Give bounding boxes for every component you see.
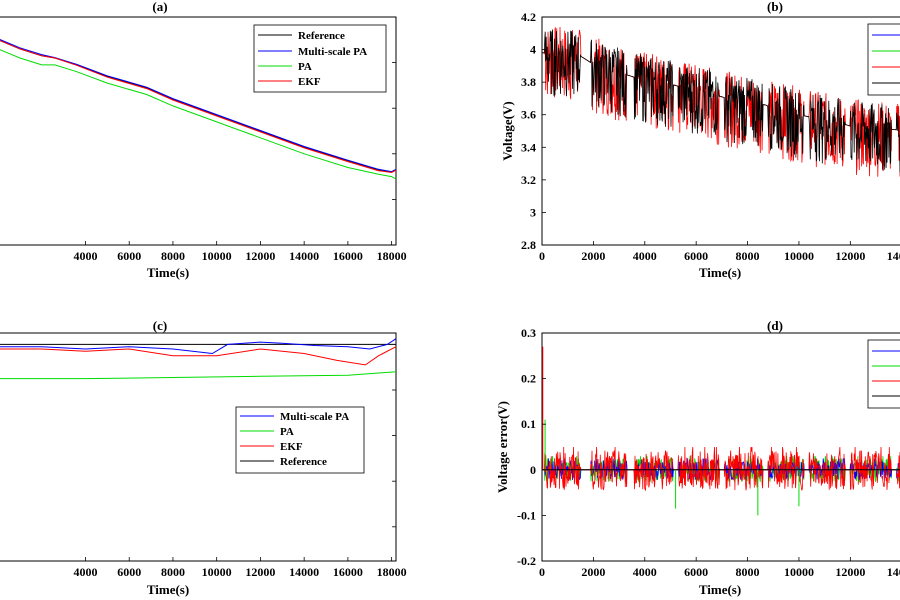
- panel-b-xtick-label: 0: [539, 249, 545, 263]
- panel-c-xtick-label: 6000: [117, 565, 141, 579]
- panel-a-legend-label-pa: PA: [298, 61, 312, 73]
- panel-c-legend-label-ekf: EKF: [280, 441, 303, 453]
- panel-d-xtick-label: 12000: [835, 565, 865, 579]
- panel-b: (b) 0 2000 4000 6000 8000 10000 12000 14000 2.8…: [500, 0, 900, 280]
- panel-b-xtick-label: 4000: [633, 249, 657, 263]
- panel-a-xtick-label: 16000: [333, 249, 363, 263]
- panel-c-xtick-label: 8000: [161, 565, 185, 579]
- panel-d-ytick-label: -0.2: [517, 554, 536, 568]
- panel-c-xtick-label: 12000: [245, 565, 275, 579]
- panel-d-xtick-label: 2000: [581, 565, 605, 579]
- panel-a-legend: Reference Multi-scale PA PA EKF: [253, 24, 387, 93]
- panel-d-axes-box: [541, 332, 900, 562]
- panel-a-series-multiscale: [0, 38, 397, 173]
- panel-b-ytick-label: 3: [530, 205, 536, 219]
- panel-a-legend-label-reference: Reference: [298, 30, 345, 42]
- panel-a-title: (a): [152, 0, 167, 14]
- panel-c-axes-box: [0, 332, 397, 562]
- panel-b-ytick-label: 3.6: [521, 108, 536, 122]
- panel-b-xtick-label: 6000: [684, 249, 708, 263]
- panel-b-legend: [867, 23, 900, 96]
- panel-b-title: (b): [767, 0, 783, 14]
- panel-c-series-pa: [0, 371, 397, 380]
- panel-a-xtick-label: 6000: [117, 249, 141, 263]
- panel-d-xtick-label: 14000: [887, 565, 900, 579]
- panel-a-xlabel: Time(s): [147, 265, 189, 280]
- panel-c-series-multiscale: [0, 338, 397, 355]
- panel-d-xtick-label: 4000: [633, 565, 657, 579]
- panel-c-legend: Multi-scale PA PA EKF Reference: [235, 406, 365, 474]
- panel-d-xtick-label: 0: [539, 565, 545, 579]
- panel-c-title: (c): [153, 318, 167, 333]
- panel-a-xtick-label: 4000: [73, 249, 97, 263]
- panel-b-ytick-label: 4.2: [521, 10, 536, 24]
- panel-b-ytick-label: 4: [530, 43, 536, 57]
- panel-d-xtick-label: 10000: [784, 565, 814, 579]
- panel-b-ytick-label: 3.8: [521, 75, 536, 89]
- panel-d-legend-box: [867, 339, 900, 409]
- panel-b-axes-box: [541, 16, 900, 246]
- panel-b-ytick-label: 3.2: [521, 173, 536, 187]
- panel-d-series-ekf: [542, 446, 900, 492]
- panel-d-xtick-label: 6000: [684, 565, 708, 579]
- panel-d-ytick-label: 0.2: [521, 372, 536, 386]
- panel-a: (a) 4000 6000 8000 10000 12000 14000 16000 1800…: [0, 0, 407, 280]
- panel-d-series-multiscale: [542, 458, 900, 481]
- panel-b-xtick-label: 8000: [736, 249, 760, 263]
- panel-d-legend: [867, 339, 900, 409]
- panel-b-ytick-label: 2.8: [521, 238, 536, 252]
- panel-a-legend-label-ekf: EKF: [298, 76, 321, 88]
- panel-c-xtick-label: 10000: [202, 565, 232, 579]
- panel-a-legend-label-multiscale: Multi-scale PA: [298, 46, 367, 58]
- panel-c-xlabel: Time(s): [147, 582, 189, 597]
- panel-c-series-ekf: [0, 346, 397, 366]
- panel-a-xtick-label: 12000: [245, 249, 275, 263]
- panel-a-xtick-label: 14000: [289, 249, 319, 263]
- panel-d-ytick-label: 0.3: [521, 326, 536, 340]
- panel-d-ytick-label: -0.1: [517, 508, 536, 522]
- panel-d: (d) 0 2000 4000 6000 8000 10000 12000 14000 -0.…: [495, 318, 900, 597]
- panel-d-ylabel: Voltage error(V): [495, 401, 510, 493]
- panel-b-xtick-label: 12000: [835, 249, 865, 263]
- panel-c-legend-label-pa: PA: [280, 426, 294, 438]
- panel-c: (c) 4000 6000 8000 10000 12000 14000 16000 1800…: [0, 318, 407, 597]
- panel-d-ytick-label: 0: [530, 463, 536, 477]
- panel-a-xtick-label: 18000: [377, 249, 407, 263]
- panel-a-axes-box: [0, 16, 397, 246]
- panel-c-legend-box: [235, 406, 365, 474]
- panel-d-title: (d): [767, 318, 783, 333]
- panel-c-xtick-label: 18000: [377, 565, 407, 579]
- panel-d-ytick-label: 0.1: [521, 417, 536, 431]
- panel-b-xtick-label: 2000: [581, 249, 605, 263]
- panel-a-series-pa: [0, 49, 397, 180]
- panel-d-xtick-label: 8000: [736, 565, 760, 579]
- panel-c-xtick-label: 16000: [333, 565, 363, 579]
- panel-c-legend-label-multiscale: Multi-scale PA: [280, 411, 349, 423]
- panel-d-xlabel: Time(s): [699, 582, 741, 597]
- panel-a-series-ekf: [0, 40, 397, 174]
- panel-c-legend-label-reference: Reference: [280, 456, 327, 468]
- panel-a-xtick-label: 10000: [202, 249, 232, 263]
- panel-b-xtick-label: 10000: [784, 249, 814, 263]
- panel-b-xtick-label: 14000: [887, 249, 900, 263]
- panel-b-ytick-label: 3.4: [521, 140, 536, 154]
- panel-a-xtick-label: 8000: [161, 249, 185, 263]
- panel-b-ylabel: Voltage(V): [500, 101, 515, 160]
- panel-c-xtick-label: 4000: [73, 565, 97, 579]
- panel-b-series-reference: [542, 29, 900, 173]
- panel-b-xlabel: Time(s): [699, 265, 741, 280]
- panel-c-xtick-label: 14000: [289, 565, 319, 579]
